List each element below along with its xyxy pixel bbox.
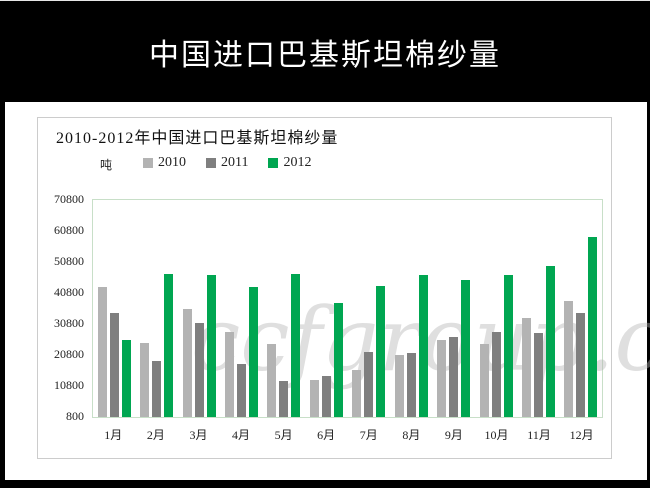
chart-panel: 2010-2012年中国进口巴基斯坦棉纱量 吨 2010 2011 2012 800… — [37, 117, 650, 459]
x-axis-labels: 1月 2月 3月 4月 5月 6月 7月 8月 9月 10月 11月 12月 — [92, 426, 603, 443]
bar-group-4月 — [220, 200, 262, 417]
bar-2010-12月 — [564, 301, 574, 417]
bar-group-6月 — [305, 200, 347, 417]
bar-2012-10月 — [503, 275, 513, 417]
bar-group-2月 — [135, 200, 177, 417]
y-axis-label: 40800 — [54, 285, 84, 299]
bar-group-8月 — [390, 200, 432, 417]
bar-2010-10月 — [479, 344, 489, 417]
y-axis-label: 30800 — [54, 316, 84, 330]
y-axis-label: 50800 — [54, 254, 84, 268]
bar-2011-10月 — [491, 332, 501, 417]
x-axis-label-4月: 4月 — [232, 428, 251, 442]
bar-2011-5月 — [279, 381, 289, 417]
y-axis-label: 20800 — [54, 347, 84, 361]
y-axis-label: 70800 — [54, 192, 84, 206]
bar-2010-8月 — [394, 355, 404, 417]
page-title: 中国进口巴基斯坦棉纱量 — [149, 38, 501, 72]
bar-2011-4月 — [236, 364, 246, 417]
content-background: 2010-2012年中国进口巴基斯坦棉纱量 吨 2010 2011 2012 800… — [5, 102, 650, 480]
chart-title: 2010-2012年中国进口巴基斯坦棉纱量 — [56, 130, 339, 147]
bar-2010-6月 — [309, 380, 319, 417]
bar-2012-3月 — [206, 275, 216, 417]
bar-2011-12月 — [576, 313, 586, 417]
bar-2011-6月 — [321, 376, 331, 417]
bar-2011-7月 — [364, 352, 374, 417]
chart-legend: 2010 2011 2012 — [143, 155, 311, 171]
x-axis-label-8月: 8月 — [402, 428, 421, 442]
y-axis-labels: 800 10800 20800 30800 40800 50800 60800 70800 — [38, 192, 84, 423]
legend-swatch-2010 — [143, 158, 153, 168]
bar-group-1月 — [93, 200, 135, 417]
legend-label: 2012 — [283, 155, 312, 170]
bar-2012-6月 — [333, 303, 343, 417]
legend-label: 2010 — [158, 155, 186, 170]
x-axis-label-10月: 10月 — [484, 428, 509, 442]
bar-2012-7月 — [376, 286, 386, 417]
top-edge-line — [0, 0, 650, 1]
bar-2011-3月 — [194, 323, 204, 417]
x-axis-label-9月: 9月 — [444, 428, 463, 442]
x-axis-label-5月: 5月 — [274, 428, 293, 442]
y-axis-unit-label: 吨 — [100, 158, 113, 172]
bar-group-9月 — [432, 200, 474, 417]
bar-2010-5月 — [267, 344, 277, 417]
bar-2012-2月 — [164, 274, 174, 417]
plot-area: ccfgroup.com — [92, 199, 650, 418]
bar-2012-9月 — [461, 280, 471, 417]
bar-2012-8月 — [418, 275, 428, 417]
x-axis-label-7月: 7月 — [359, 428, 378, 442]
legend-label: 2011 — [221, 155, 249, 170]
bars-layer — [93, 200, 602, 417]
bar-group-11月 — [517, 200, 559, 417]
y-axis-label: 10800 — [54, 378, 84, 392]
bar-group-7月 — [348, 200, 390, 417]
legend-swatch-2011 — [206, 158, 216, 168]
bar-2010-7月 — [352, 370, 362, 417]
bar-2012-1月 — [121, 340, 131, 417]
legend-item-2012: 2012 — [268, 155, 311, 171]
bar-2010-1月 — [97, 287, 107, 417]
y-axis-label: 800 — [66, 409, 84, 423]
bar-2011-11月 — [533, 333, 543, 417]
bar-2010-3月 — [182, 309, 192, 417]
x-axis-label-1月: 1月 — [104, 428, 123, 442]
bar-2010-2月 — [140, 343, 150, 417]
x-axis-label-3月: 3月 — [189, 428, 208, 442]
y-axis-label: 60800 — [54, 223, 84, 237]
bar-2011-1月 — [109, 313, 119, 417]
bar-2011-8月 — [406, 353, 416, 417]
legend-swatch-2012 — [268, 158, 279, 168]
x-axis-label-12月: 12月 — [569, 428, 594, 442]
page-banner: 中国进口巴基斯坦棉纱量 — [0, 1, 650, 102]
legend-item-2011: 2011 — [206, 155, 248, 171]
bar-2010-9月 — [437, 340, 447, 417]
bar-2010-4月 — [224, 332, 234, 417]
bar-2012-11月 — [545, 266, 555, 417]
bar-2010-11月 — [521, 318, 531, 417]
bar-group-10月 — [475, 200, 517, 417]
bar-2011-2月 — [152, 361, 162, 417]
x-axis-label-11月: 11月 — [527, 428, 551, 442]
bar-2012-12月 — [588, 237, 598, 417]
bar-group-3月 — [178, 200, 220, 417]
bar-2012-4月 — [248, 287, 258, 417]
legend-item-2010: 2010 — [143, 155, 186, 171]
bar-2012-5月 — [291, 274, 301, 417]
bar-group-5月 — [263, 200, 305, 417]
x-axis-label-6月: 6月 — [317, 428, 336, 442]
x-axis-label-2月: 2月 — [146, 428, 165, 442]
bar-group-12月 — [560, 200, 602, 417]
bar-2011-9月 — [449, 337, 459, 417]
